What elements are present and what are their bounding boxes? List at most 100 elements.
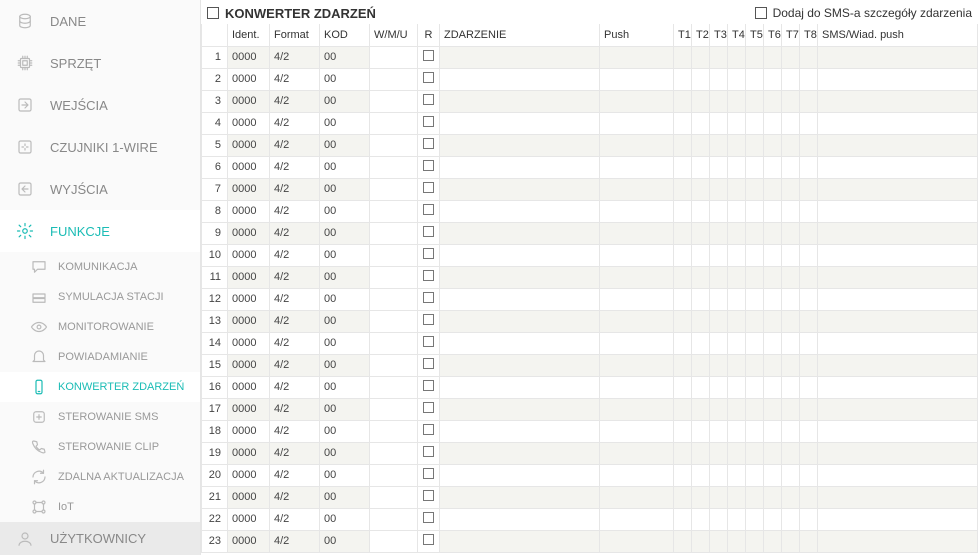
cell-t7[interactable] <box>782 90 800 112</box>
cell-t5[interactable] <box>746 508 764 530</box>
cell-format[interactable]: 4/2 <box>270 200 320 222</box>
cell-t6[interactable] <box>764 134 782 156</box>
cell-kod[interactable]: 00 <box>320 46 370 68</box>
cell-t2[interactable] <box>692 398 710 420</box>
cell-r[interactable] <box>418 200 440 222</box>
col-wmu[interactable]: W/M/U <box>370 24 418 46</box>
cell-t6[interactable] <box>764 464 782 486</box>
cell-ident[interactable]: 0000 <box>228 178 270 200</box>
row-checkbox[interactable] <box>423 94 434 105</box>
cell-push[interactable] <box>600 420 674 442</box>
cell-wmu[interactable] <box>370 222 418 244</box>
cell-t3[interactable] <box>710 376 728 398</box>
cell-t1[interactable] <box>674 398 692 420</box>
cell-t2[interactable] <box>692 332 710 354</box>
cell-zdarzenie[interactable] <box>440 46 600 68</box>
cell-t3[interactable] <box>710 310 728 332</box>
cell-ident[interactable]: 0000 <box>228 90 270 112</box>
cell-t4[interactable] <box>728 486 746 508</box>
cell-t5[interactable] <box>746 156 764 178</box>
cell-sms[interactable] <box>818 266 978 288</box>
cell-t7[interactable] <box>782 46 800 68</box>
cell-wmu[interactable] <box>370 486 418 508</box>
cell-t3[interactable] <box>710 442 728 464</box>
cell-t2[interactable] <box>692 68 710 90</box>
cell-t3[interactable] <box>710 46 728 68</box>
cell-r[interactable] <box>418 376 440 398</box>
cell-t7[interactable] <box>782 156 800 178</box>
cell-t7[interactable] <box>782 310 800 332</box>
cell-t6[interactable] <box>764 266 782 288</box>
cell-t4[interactable] <box>728 156 746 178</box>
cell-kod[interactable]: 00 <box>320 486 370 508</box>
cell-ident[interactable]: 0000 <box>228 288 270 310</box>
cell-r[interactable] <box>418 68 440 90</box>
cell-t5[interactable] <box>746 332 764 354</box>
cell-wmu[interactable] <box>370 178 418 200</box>
cell-t7[interactable] <box>782 376 800 398</box>
sidebar-sub-sym[interactable]: SYMULACJA STACJI <box>0 282 200 312</box>
cell-kod[interactable]: 00 <box>320 464 370 486</box>
cell-zdarzenie[interactable] <box>440 134 600 156</box>
cell-ident[interactable]: 0000 <box>228 420 270 442</box>
col-r[interactable]: R <box>418 24 440 46</box>
cell-t8[interactable] <box>800 310 818 332</box>
table-row[interactable]: 900004/200 <box>202 222 978 244</box>
cell-zdarzenie[interactable] <box>440 68 600 90</box>
cell-t6[interactable] <box>764 46 782 68</box>
col-t8[interactable]: T8 <box>800 24 818 46</box>
cell-wmu[interactable] <box>370 420 418 442</box>
cell-t2[interactable] <box>692 200 710 222</box>
cell-zdarzenie[interactable] <box>440 200 600 222</box>
cell-t3[interactable] <box>710 222 728 244</box>
cell-t2[interactable] <box>692 442 710 464</box>
cell-wmu[interactable] <box>370 508 418 530</box>
cell-t3[interactable] <box>710 464 728 486</box>
cell-t8[interactable] <box>800 508 818 530</box>
cell-t7[interactable] <box>782 398 800 420</box>
cell-sms[interactable] <box>818 332 978 354</box>
cell-format[interactable]: 4/2 <box>270 288 320 310</box>
cell-t3[interactable] <box>710 90 728 112</box>
cell-t5[interactable] <box>746 288 764 310</box>
cell-t8[interactable] <box>800 398 818 420</box>
cell-t1[interactable] <box>674 486 692 508</box>
row-checkbox[interactable] <box>423 380 434 391</box>
cell-t4[interactable] <box>728 68 746 90</box>
cell-t6[interactable] <box>764 310 782 332</box>
cell-t4[interactable] <box>728 508 746 530</box>
cell-t4[interactable] <box>728 222 746 244</box>
cell-t5[interactable] <box>746 310 764 332</box>
cell-t6[interactable] <box>764 112 782 134</box>
cell-t3[interactable] <box>710 178 728 200</box>
cell-t2[interactable] <box>692 508 710 530</box>
cell-t1[interactable] <box>674 464 692 486</box>
sidebar-item-czuj[interactable]: CZUJNIKI 1-WIRE <box>0 126 200 168</box>
cell-t2[interactable] <box>692 464 710 486</box>
cell-wmu[interactable] <box>370 288 418 310</box>
cell-t5[interactable] <box>746 354 764 376</box>
cell-format[interactable]: 4/2 <box>270 332 320 354</box>
row-checkbox[interactable] <box>423 468 434 479</box>
col-t5[interactable]: T5 <box>746 24 764 46</box>
cell-sms[interactable] <box>818 376 978 398</box>
cell-r[interactable] <box>418 420 440 442</box>
cell-kod[interactable]: 00 <box>320 508 370 530</box>
cell-t6[interactable] <box>764 486 782 508</box>
row-checkbox[interactable] <box>423 424 434 435</box>
table-row[interactable]: 2300004/200 <box>202 530 978 552</box>
cell-ident[interactable]: 0000 <box>228 530 270 552</box>
cell-t1[interactable] <box>674 530 692 552</box>
cell-push[interactable] <box>600 178 674 200</box>
cell-t7[interactable] <box>782 354 800 376</box>
cell-t1[interactable] <box>674 376 692 398</box>
cell-zdarzenie[interactable] <box>440 156 600 178</box>
cell-t4[interactable] <box>728 420 746 442</box>
cell-r[interactable] <box>418 310 440 332</box>
cell-kod[interactable]: 00 <box>320 420 370 442</box>
cell-wmu[interactable] <box>370 156 418 178</box>
cell-push[interactable] <box>600 310 674 332</box>
cell-t4[interactable] <box>728 134 746 156</box>
cell-sms[interactable] <box>818 508 978 530</box>
cell-kod[interactable]: 00 <box>320 376 370 398</box>
